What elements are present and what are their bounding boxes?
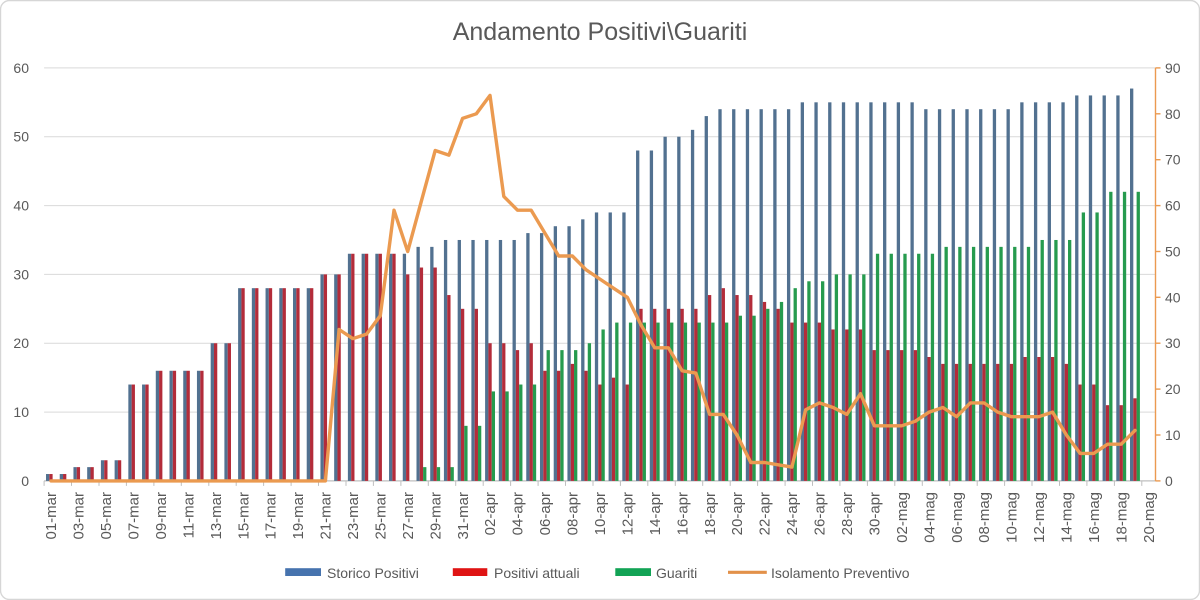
svg-text:13-mar: 13-mar: [208, 492, 225, 540]
svg-text:30-apr: 30-apr: [867, 492, 884, 535]
svg-text:10: 10: [13, 404, 29, 420]
svg-text:0: 0: [1165, 473, 1173, 489]
svg-text:31-mar: 31-mar: [455, 492, 472, 540]
svg-text:30: 30: [13, 266, 29, 282]
svg-text:80: 80: [1165, 106, 1181, 122]
svg-text:10-mag: 10-mag: [1004, 492, 1021, 543]
svg-text:40: 40: [13, 198, 29, 214]
svg-text:15-mar: 15-mar: [235, 492, 252, 540]
svg-text:Positivi attuali: Positivi attuali: [494, 565, 580, 581]
svg-text:17-mar: 17-mar: [263, 492, 280, 540]
svg-text:09-mar: 09-mar: [153, 492, 170, 540]
svg-text:22-apr: 22-apr: [757, 492, 774, 535]
svg-text:08-mag: 08-mag: [976, 492, 993, 543]
svg-text:Andamento Positivi\Guariti: Andamento Positivi\Guariti: [453, 18, 748, 46]
svg-text:60: 60: [13, 60, 29, 76]
svg-text:18-mag: 18-mag: [1113, 492, 1130, 543]
svg-text:02-mag: 02-mag: [894, 492, 911, 543]
svg-text:10-apr: 10-apr: [592, 492, 609, 535]
svg-text:08-apr: 08-apr: [565, 492, 582, 535]
svg-text:0: 0: [21, 473, 29, 489]
svg-text:50: 50: [13, 129, 29, 145]
svg-text:29-mar: 29-mar: [427, 492, 444, 540]
svg-text:12-mag: 12-mag: [1031, 492, 1048, 543]
svg-text:24-apr: 24-apr: [784, 492, 801, 535]
svg-text:04-mag: 04-mag: [921, 492, 938, 543]
svg-text:50: 50: [1165, 244, 1181, 260]
svg-text:20-apr: 20-apr: [729, 492, 746, 535]
svg-text:Guariti: Guariti: [656, 565, 697, 581]
svg-text:03-mar: 03-mar: [71, 492, 88, 540]
svg-text:Isolamento Preventivo: Isolamento Preventivo: [771, 565, 910, 581]
svg-text:26-apr: 26-apr: [812, 492, 829, 535]
svg-text:25-mar: 25-mar: [373, 492, 390, 540]
svg-text:28-apr: 28-apr: [839, 492, 856, 535]
svg-text:90: 90: [1165, 60, 1181, 76]
svg-text:16-apr: 16-apr: [674, 492, 691, 535]
svg-text:27-mar: 27-mar: [400, 492, 417, 540]
svg-text:20: 20: [1165, 381, 1181, 397]
svg-text:14-mag: 14-mag: [1059, 492, 1076, 543]
svg-text:05-mar: 05-mar: [98, 492, 115, 540]
svg-text:12-apr: 12-apr: [620, 492, 637, 535]
svg-text:01-mar: 01-mar: [43, 492, 60, 540]
svg-text:19-mar: 19-mar: [290, 492, 307, 540]
svg-text:60: 60: [1165, 198, 1181, 214]
svg-text:20: 20: [13, 335, 29, 351]
svg-text:10: 10: [1165, 427, 1181, 443]
svg-text:18-apr: 18-apr: [702, 492, 719, 535]
svg-text:16-mag: 16-mag: [1086, 492, 1103, 543]
svg-text:06-apr: 06-apr: [537, 492, 554, 535]
svg-text:21-mar: 21-mar: [318, 492, 335, 540]
svg-text:07-mar: 07-mar: [126, 492, 143, 540]
svg-text:14-apr: 14-apr: [647, 492, 664, 535]
svg-text:04-apr: 04-apr: [510, 492, 527, 535]
svg-text:20-mag: 20-mag: [1141, 492, 1158, 543]
svg-text:40: 40: [1165, 289, 1181, 305]
svg-text:Storico Positivi: Storico Positivi: [327, 565, 419, 581]
svg-text:30: 30: [1165, 335, 1181, 351]
svg-text:11-mar: 11-mar: [180, 492, 197, 538]
svg-text:23-mar: 23-mar: [345, 492, 362, 540]
svg-text:06-mag: 06-mag: [949, 492, 966, 543]
svg-text:02-apr: 02-apr: [482, 492, 499, 535]
svg-text:70: 70: [1165, 152, 1181, 168]
